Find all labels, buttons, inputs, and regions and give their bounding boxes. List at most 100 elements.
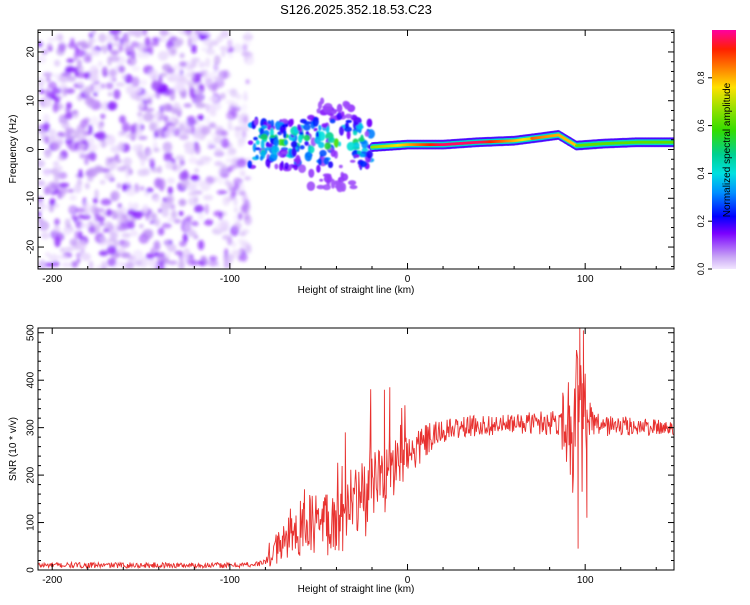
noise-blob: [171, 210, 177, 220]
noise-blob: [52, 73, 61, 79]
noise-blob: [195, 102, 207, 109]
noise-blob: [59, 192, 65, 199]
noise-blob: [117, 217, 127, 224]
noise-blob: [195, 159, 205, 166]
noise-blob: [237, 212, 243, 221]
colorbar-ticks: 0.0 0.2 0.4 0.6 0.8: [696, 72, 712, 275]
noise-blob: [71, 110, 79, 114]
noise-blob: [225, 151, 234, 157]
noise-blob: [174, 250, 184, 256]
noise-blob: [101, 139, 107, 149]
noise-blob: [191, 33, 201, 41]
noise-blob: [83, 55, 92, 63]
noise-blob: [92, 197, 98, 204]
noise-blob: [54, 59, 61, 67]
noise-blob: [58, 33, 63, 42]
noise-blob: [77, 143, 87, 149]
noise-blob: [110, 231, 117, 243]
noise-blob: [85, 153, 94, 160]
noise-blob: [177, 84, 187, 93]
noise-blob: [127, 208, 137, 217]
snr-x-tick-label: -100: [220, 575, 240, 586]
noise-blob: [131, 66, 141, 72]
noise-blob: [43, 186, 51, 195]
noise-blob: [62, 87, 68, 97]
onset-blob: [255, 140, 260, 145]
spectrogram-x-tick-label: -200: [42, 274, 62, 285]
noise-blob: [213, 136, 223, 144]
noise-blob: [66, 135, 76, 140]
noise-blob: [45, 262, 54, 268]
noise-blob: [211, 40, 219, 46]
noise-blob: [132, 202, 139, 211]
noise-blob: [231, 241, 237, 249]
noise-blob: [135, 260, 143, 266]
snr-y-label: SNR (10 * v/v): [8, 417, 19, 481]
onset-blob: [302, 121, 312, 125]
noise-blob: [157, 227, 165, 236]
noise-blob: [116, 182, 122, 189]
onset-blob: [280, 151, 289, 155]
noise-blob: [162, 144, 173, 153]
noise-blob: [103, 221, 113, 231]
onset-blob: [284, 162, 289, 170]
noise-blob: [113, 89, 121, 100]
noise-blob: [58, 42, 66, 52]
noise-blob: [107, 42, 113, 52]
noise-blob: [154, 112, 160, 120]
noise-blob: [237, 142, 244, 148]
noise-blob: [184, 79, 192, 85]
noise-blob: [106, 134, 116, 146]
noise-blob: [113, 35, 120, 42]
onset-blob: [247, 140, 254, 145]
noise-blob: [47, 81, 58, 90]
noise-blob: [159, 30, 169, 37]
noise-blob: [108, 68, 118, 78]
noise-blob: [167, 260, 178, 265]
onset-blob: [344, 126, 352, 132]
onset-blob: [280, 160, 284, 169]
onset-blob: [338, 177, 342, 183]
onset-blob: [298, 164, 306, 173]
noise-blob: [187, 197, 198, 206]
noise-blob: [75, 207, 86, 213]
spectrogram-band-region: [369, 129, 674, 153]
noise-blob: [233, 221, 242, 230]
noise-blob: [93, 165, 104, 174]
snr-y-tick-label: 300: [26, 419, 37, 436]
noise-blob: [57, 171, 68, 180]
noise-blob: [78, 168, 83, 179]
noise-blob: [113, 210, 119, 218]
noise-blob: [61, 72, 72, 77]
onset-blob: [364, 131, 369, 137]
noise-blob: [148, 45, 154, 56]
spectrogram-y-tick-label: 0: [26, 146, 37, 152]
snr-plot-area: [38, 328, 674, 570]
noise-blob: [240, 171, 246, 177]
noise-blob: [245, 79, 250, 85]
noise-blob: [170, 203, 176, 210]
noise-blob: [107, 56, 112, 66]
onset-blob: [261, 125, 268, 129]
noise-blob: [84, 86, 92, 96]
noise-blob: [178, 123, 185, 132]
noise-blob: [193, 89, 203, 94]
noise-blob: [227, 39, 233, 48]
noise-blob: [119, 115, 126, 124]
noise-blob: [74, 45, 79, 53]
onset-blob: [269, 134, 276, 139]
noise-blob: [182, 130, 187, 136]
spectrogram-y-tick-label: 10: [26, 95, 37, 107]
noise-blob: [226, 72, 232, 78]
noise-blob: [84, 182, 90, 190]
noise-blob: [139, 186, 145, 191]
onset-blob: [368, 119, 373, 127]
noise-blob: [112, 42, 122, 47]
onset-blob: [361, 148, 369, 152]
noise-blob: [203, 219, 214, 226]
noise-blob: [124, 45, 135, 54]
onset-blob: [295, 154, 301, 165]
noise-blob: [88, 260, 94, 269]
noise-blob: [83, 201, 91, 211]
noise-blob: [95, 217, 105, 222]
